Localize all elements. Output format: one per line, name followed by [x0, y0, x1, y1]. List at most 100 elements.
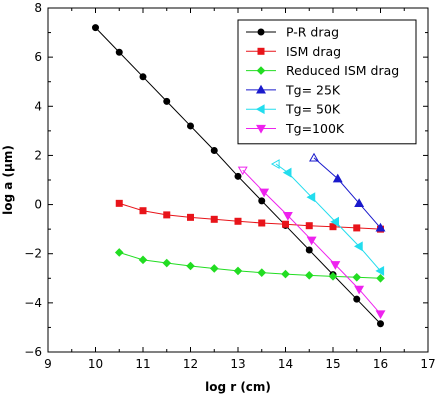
data-point: [282, 212, 293, 221]
data-point: [163, 211, 171, 219]
legend-label: Tg= 25K: [285, 82, 341, 97]
data-point: [306, 192, 316, 203]
data-point: [258, 219, 266, 227]
series-5: [237, 166, 386, 320]
data-point: [234, 217, 242, 225]
legend-marker: [256, 66, 266, 75]
legend-item: Tg= 50K: [246, 102, 341, 117]
series-line: [119, 252, 381, 279]
data-point: [138, 255, 148, 265]
x-tick-label: 15: [325, 357, 340, 371]
legend-box: [237, 19, 417, 145]
data-point: [330, 261, 341, 270]
data-point: [330, 216, 339, 227]
legend-label: Tg=100K: [285, 121, 345, 136]
data-point: [353, 295, 361, 303]
x-tick-label: 14: [278, 357, 293, 371]
x-tick-label: 12: [183, 357, 198, 371]
data-point: [375, 265, 385, 276]
data-point: [352, 272, 362, 282]
data-point: [209, 264, 219, 273]
data-point: [328, 272, 338, 281]
data-point: [257, 268, 267, 277]
series-group: [92, 24, 386, 328]
series-line: [275, 163, 381, 272]
x-tick-label: 9: [44, 357, 52, 371]
legend-label: Reduced ISM drag: [286, 63, 399, 78]
x-tick-label: 11: [135, 357, 150, 371]
data-point: [187, 122, 194, 130]
data-point: [237, 166, 248, 176]
x-axis-title: log r (cm): [205, 380, 271, 394]
series-3: [309, 152, 386, 232]
data-point: [305, 222, 313, 230]
y-tick-label: −4: [24, 296, 42, 310]
x-tick-label: 16: [373, 357, 388, 371]
data-point: [375, 310, 386, 320]
legend-item: P-R drag: [246, 25, 339, 40]
legend-marker: [255, 104, 265, 115]
data-point: [186, 261, 195, 271]
data-point: [139, 207, 147, 215]
y-axis-title: log a (μm): [1, 145, 15, 215]
legend-item: Tg=100K: [246, 121, 345, 136]
series-4: [270, 159, 385, 276]
y-tick-label: 4: [34, 99, 42, 113]
data-point: [353, 224, 361, 232]
data-point: [259, 188, 270, 198]
data-point: [306, 236, 317, 246]
data-point: [376, 273, 385, 283]
axis-ticks: 9 10 11 12 13 14 15 16 17 −6 −4 −2 0 2 4 6 8: [24, 1, 435, 371]
y-tick-label: 6: [34, 50, 42, 64]
data-point: [354, 285, 365, 295]
data-point: [304, 271, 314, 280]
legend-marker: [257, 28, 265, 36]
data-point: [233, 266, 243, 276]
legend-label: ISM drag: [286, 44, 341, 59]
y-tick-label: 2: [34, 148, 42, 162]
data-point: [375, 222, 386, 232]
legend-label: P-R drag: [286, 25, 339, 40]
y-tick-label: −2: [24, 247, 42, 261]
legend-item: ISM drag: [246, 44, 341, 59]
data-point: [92, 24, 99, 32]
y-tick-label: 8: [34, 1, 42, 15]
data-point: [354, 241, 363, 252]
data-point: [281, 269, 290, 279]
y-tick-label: −6: [24, 345, 42, 359]
legend: P-R drag ISM drag Reduced ISM drag Tg= 25K T…: [237, 19, 417, 145]
legend-marker: [256, 84, 266, 94]
series-line: [313, 157, 381, 229]
data-point: [187, 213, 194, 221]
data-point: [270, 159, 280, 169]
data-point: [114, 248, 124, 257]
data-point: [115, 48, 123, 56]
data-point: [258, 197, 266, 205]
x-tick-label: 10: [88, 357, 103, 371]
data-point: [139, 73, 147, 81]
data-point: [234, 172, 242, 180]
legend-item: Reduced ISM drag: [246, 63, 399, 78]
data-point: [332, 173, 343, 183]
series-line: [119, 202, 381, 230]
legend-marker: [257, 47, 265, 55]
data-point: [282, 167, 292, 178]
data-point: [305, 246, 313, 254]
legend-item: Tg= 25K: [246, 82, 341, 97]
data-point: [354, 198, 365, 207]
data-point: [282, 220, 289, 228]
legend-label: Tg= 50K: [285, 102, 341, 117]
x-tick-label: 13: [230, 357, 245, 371]
data-point: [162, 258, 172, 268]
data-point: [210, 147, 218, 155]
data-point: [115, 199, 123, 207]
data-point: [329, 223, 337, 231]
legend-marker: [256, 124, 266, 134]
data-point: [210, 215, 218, 223]
y-tick-label: 0: [34, 198, 42, 212]
data-point: [309, 152, 319, 162]
series-1: [115, 199, 384, 233]
series-2: [114, 248, 385, 283]
data-point: [163, 97, 171, 105]
